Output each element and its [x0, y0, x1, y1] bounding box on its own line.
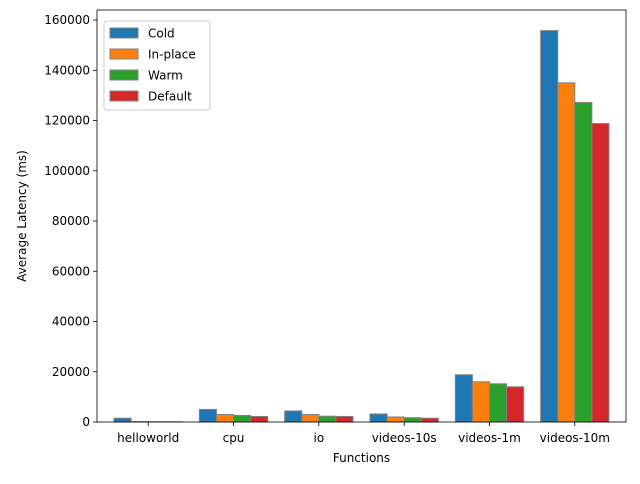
y-tick-label: 160000 [44, 13, 90, 27]
bar-warm-cpu [234, 415, 251, 422]
legend-label: Warm [148, 69, 183, 83]
bar-cold-videos-10s [370, 414, 387, 422]
bar-default-io [336, 416, 353, 422]
y-tick-label: 40000 [52, 315, 90, 329]
bar-warm-io [319, 416, 336, 422]
y-tick-label: 80000 [52, 214, 90, 228]
bar-in-place-videos-1m [472, 382, 489, 422]
bar-warm-videos-1m [489, 384, 506, 422]
bar-in-place-io [302, 414, 319, 422]
bar-cold-videos-10m [541, 31, 558, 422]
bar-warm-videos-10m [575, 102, 592, 422]
y-tick-label: 100000 [44, 164, 90, 178]
y-tick-label: 140000 [44, 63, 90, 77]
x-tick-label: cpu [223, 431, 245, 445]
y-tick-label: 60000 [52, 264, 90, 278]
x-tick-label: videos-1m [458, 431, 521, 445]
bar-default-videos-1m [507, 387, 524, 422]
bar-default-videos-10s [421, 418, 438, 422]
x-axis: helloworld cpu io videos-10s videos-1m videos… [117, 422, 610, 445]
bar-cold-videos-1m [455, 375, 472, 422]
x-tick-label: io [313, 431, 324, 445]
y-tick-label: 20000 [52, 365, 90, 379]
bar-in-place-cpu [216, 414, 233, 422]
y-axis-label: Average Latency (ms) [15, 150, 29, 282]
bar-warm-videos-10s [404, 418, 421, 422]
legend-swatch [110, 70, 138, 80]
legend: Cold In-place Warm Default [104, 21, 210, 110]
bar-in-place-videos-10s [387, 417, 404, 422]
legend-label: Cold [148, 27, 175, 41]
x-axis-label: Functions [333, 451, 390, 465]
legend-swatch [110, 49, 138, 59]
bar-cold-cpu [199, 409, 216, 422]
x-tick-label: videos-10m [540, 431, 610, 445]
bar-cold-helloworld [114, 418, 131, 422]
bar-in-place-videos-10m [558, 83, 575, 422]
legend-swatch [110, 91, 138, 101]
bar-default-videos-10m [592, 124, 609, 422]
legend-swatch [110, 28, 138, 38]
x-tick-label: helloworld [117, 431, 179, 445]
y-tick-label: 120000 [44, 114, 90, 128]
x-tick-label: videos-10s [372, 431, 437, 445]
bar-cold-io [285, 411, 302, 422]
y-tick-label: 0 [82, 415, 90, 429]
y-axis: 0 20000 40000 60000 80000 100000 120000 140000 1… [44, 13, 97, 429]
legend-label: Default [148, 90, 192, 104]
legend-label: In-place [148, 48, 196, 62]
bar-default-cpu [251, 416, 268, 422]
